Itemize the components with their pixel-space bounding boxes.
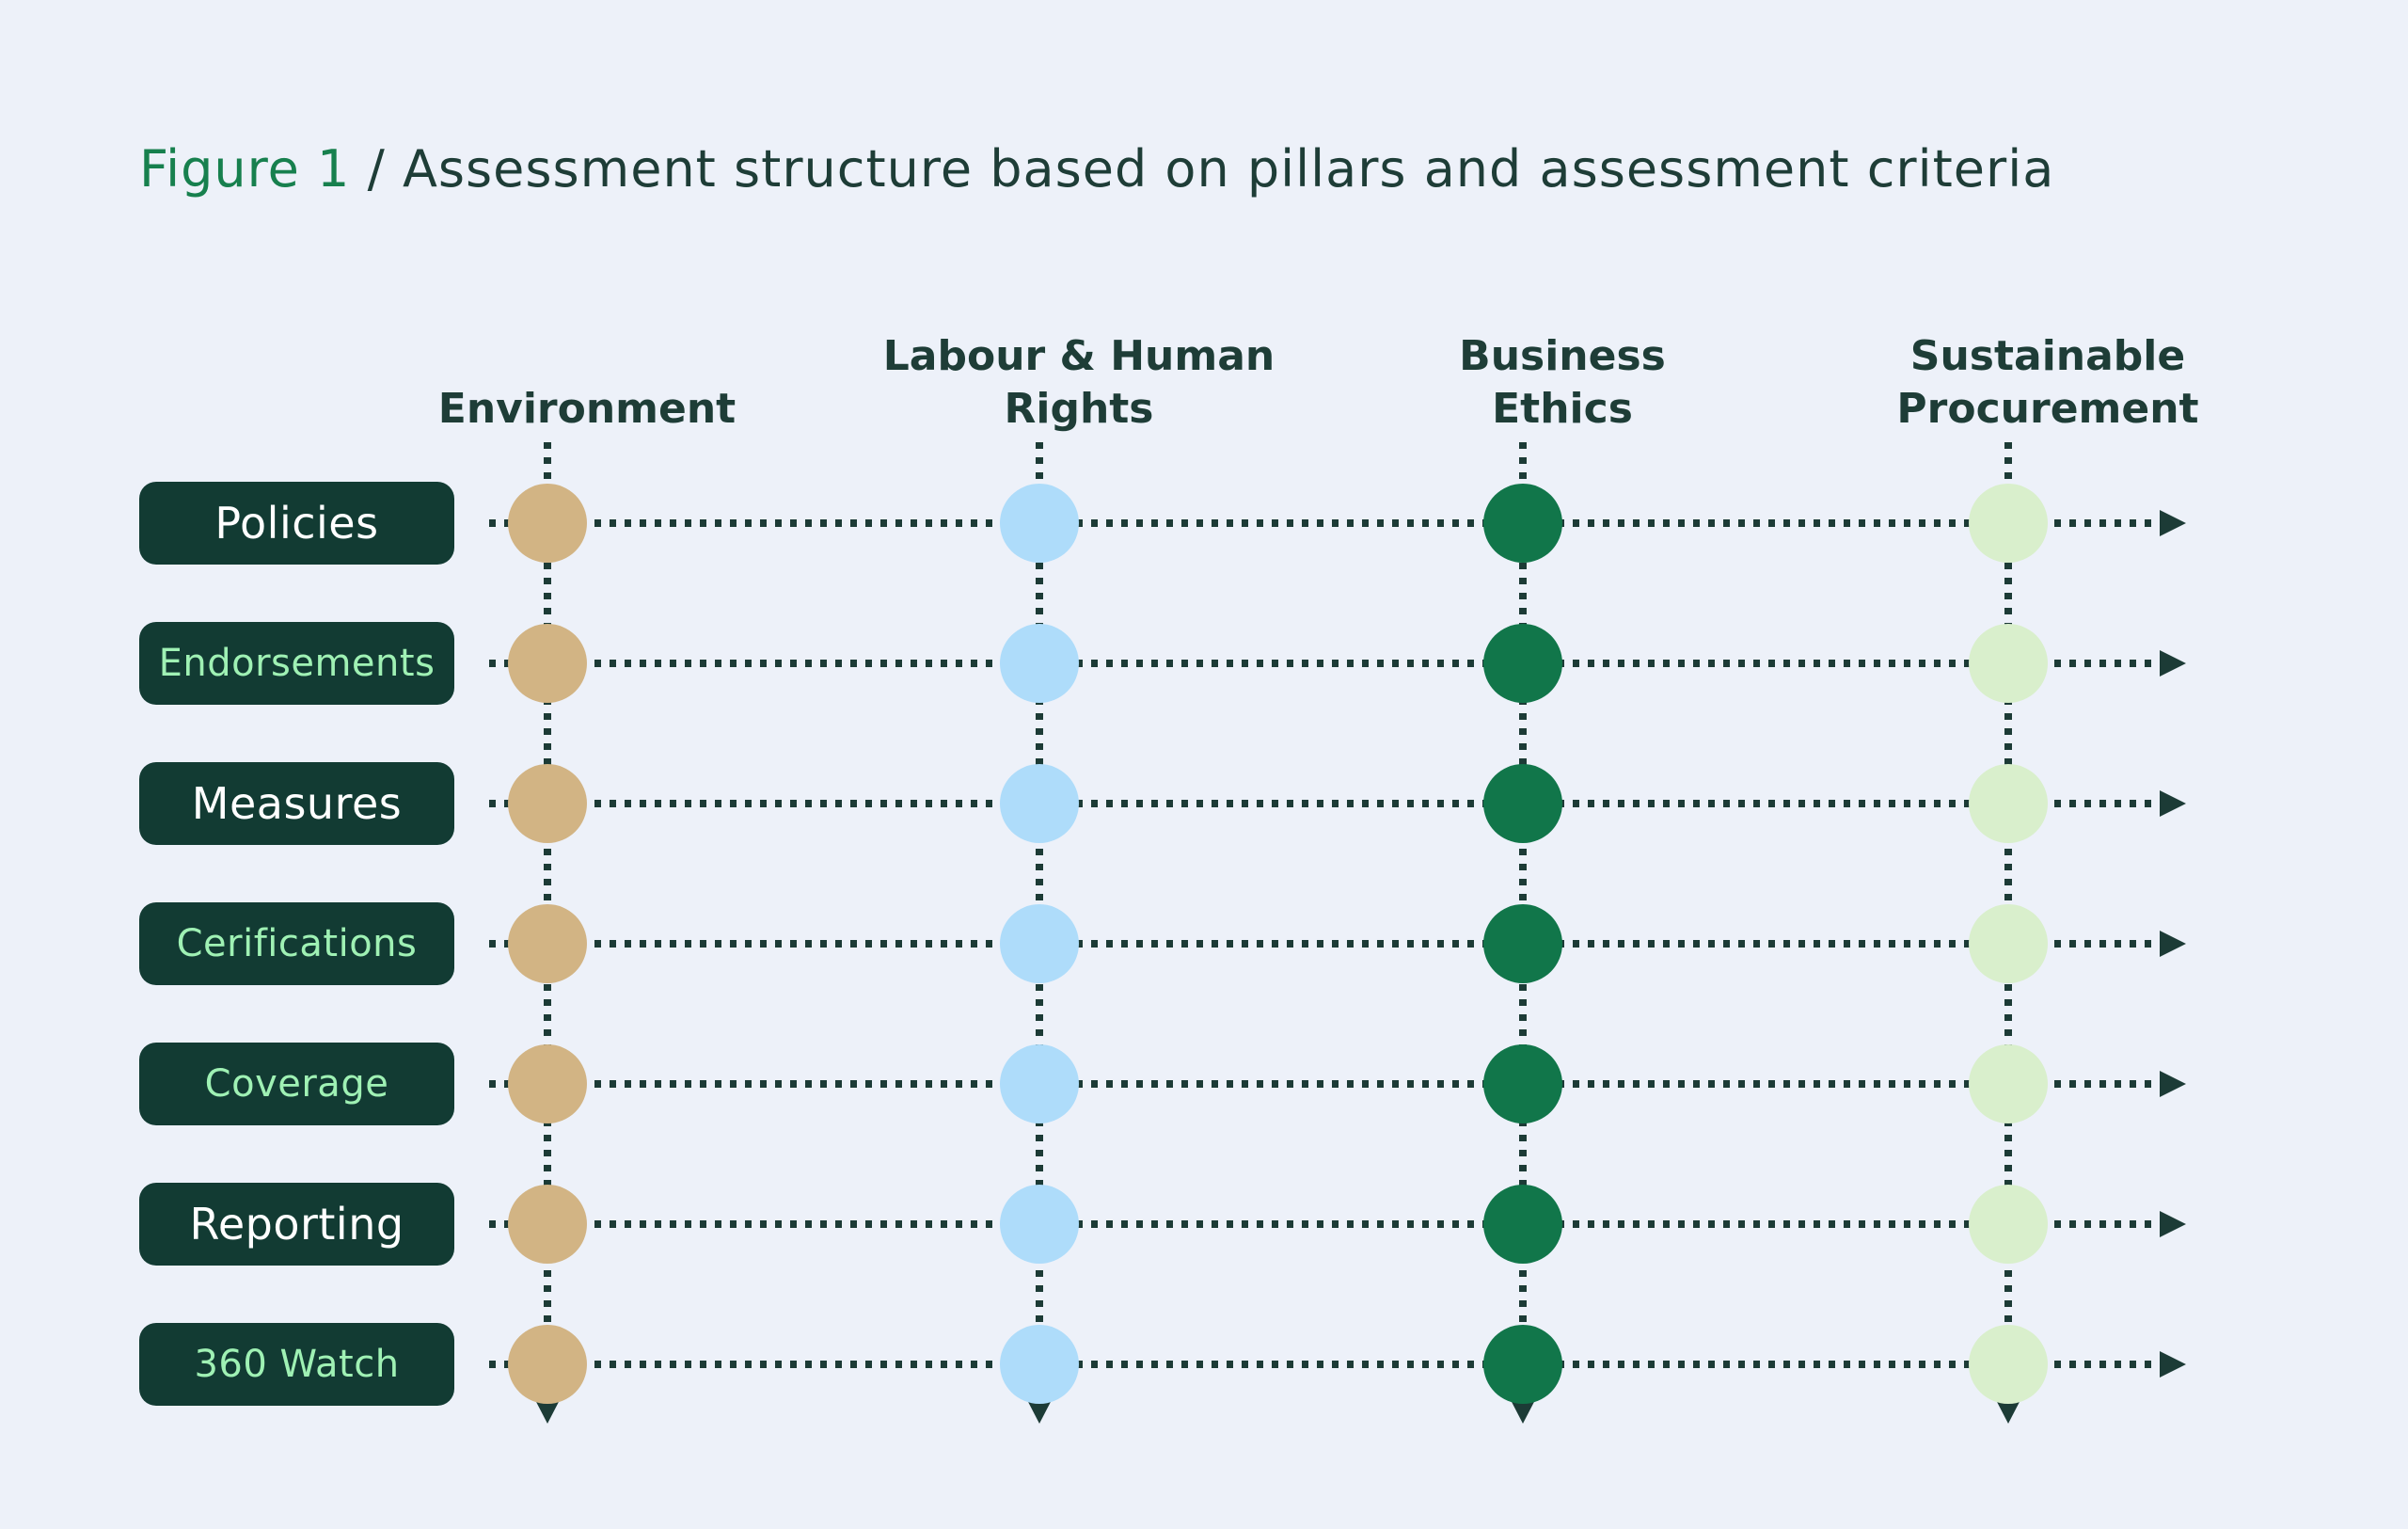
node-business-ethics-360-watch bbox=[1483, 1325, 1562, 1404]
node-sustainable-procurement-endorsements bbox=[1969, 624, 2048, 703]
pillar-header-environment: Environment bbox=[361, 383, 813, 436]
pillar-header-labour-human-rights: Labour & Human Rights bbox=[853, 330, 1305, 436]
arrow-right-icon bbox=[2160, 1071, 2186, 1097]
pillar-header-sustainable-procurement: Sustainable Procurement bbox=[1822, 330, 2273, 436]
node-sustainable-procurement-measures bbox=[1969, 764, 2048, 843]
figure-label: Figure 1 bbox=[139, 139, 351, 199]
node-labour-human-rights-coverage bbox=[1000, 1044, 1079, 1123]
criterion-pill-label: Measures bbox=[191, 778, 403, 829]
criterion-dotted-line-endorsements bbox=[489, 660, 2162, 667]
pillar-header-line: Rights bbox=[1004, 385, 1154, 433]
node-environment-360-watch bbox=[508, 1325, 587, 1404]
criterion-dotted-line-cerifications bbox=[489, 940, 2162, 948]
arrow-right-icon bbox=[2160, 510, 2186, 536]
node-business-ethics-policies bbox=[1483, 484, 1562, 563]
node-business-ethics-reporting bbox=[1483, 1185, 1562, 1264]
criterion-dotted-line-measures bbox=[489, 800, 2162, 807]
arrow-right-icon bbox=[2160, 650, 2186, 677]
node-business-ethics-cerifications bbox=[1483, 904, 1562, 983]
node-sustainable-procurement-cerifications bbox=[1969, 904, 2048, 983]
criterion-pill-label: 360 Watch bbox=[194, 1343, 400, 1386]
arrow-right-icon bbox=[2160, 790, 2186, 817]
node-sustainable-procurement-coverage bbox=[1969, 1044, 2048, 1123]
node-sustainable-procurement-policies bbox=[1969, 484, 2048, 563]
criterion-pill-label: Policies bbox=[214, 498, 379, 549]
criterion-pill-cerifications: Cerifications bbox=[139, 902, 454, 985]
criterion-pill-reporting: Reporting bbox=[139, 1183, 454, 1266]
criterion-pill-policies: Policies bbox=[139, 482, 454, 565]
figure-separator: / bbox=[350, 139, 403, 199]
node-sustainable-procurement-360-watch bbox=[1969, 1325, 2048, 1404]
figure-title-text: Assessment structure based on pillars an… bbox=[402, 139, 2055, 199]
pillar-header-line: Business bbox=[1459, 332, 1666, 380]
criterion-dotted-line-360-watch bbox=[489, 1361, 2162, 1368]
node-business-ethics-endorsements bbox=[1483, 624, 1562, 703]
pillar-header-line: Environment bbox=[437, 385, 737, 433]
node-environment-coverage bbox=[508, 1044, 587, 1123]
node-labour-human-rights-reporting bbox=[1000, 1185, 1079, 1264]
criterion-dotted-line-coverage bbox=[489, 1080, 2162, 1088]
node-labour-human-rights-endorsements bbox=[1000, 624, 1079, 703]
node-environment-measures bbox=[508, 764, 587, 843]
criterion-dotted-line-policies bbox=[489, 519, 2162, 527]
criterion-pill-measures: Measures bbox=[139, 762, 454, 845]
node-sustainable-procurement-reporting bbox=[1969, 1185, 2048, 1264]
pillar-header-line: Procurement bbox=[1896, 385, 2199, 433]
node-labour-human-rights-policies bbox=[1000, 484, 1079, 563]
node-labour-human-rights-measures bbox=[1000, 764, 1079, 843]
pillar-header-line: Labour & Human bbox=[882, 332, 1275, 380]
node-labour-human-rights-360-watch bbox=[1000, 1325, 1079, 1404]
criterion-dotted-line-reporting bbox=[489, 1220, 2162, 1228]
criterion-pill-endorsements: Endorsements bbox=[139, 622, 454, 705]
node-environment-cerifications bbox=[508, 904, 587, 983]
arrow-right-icon bbox=[2160, 931, 2186, 957]
node-business-ethics-coverage bbox=[1483, 1044, 1562, 1123]
criterion-pill-360-watch: 360 Watch bbox=[139, 1323, 454, 1406]
criterion-pill-label: Endorsements bbox=[158, 642, 436, 685]
arrow-right-icon bbox=[2160, 1351, 2186, 1378]
criterion-pill-label: Reporting bbox=[189, 1199, 404, 1250]
node-environment-reporting bbox=[508, 1185, 587, 1264]
pillar-header-business-ethics: Business Ethics bbox=[1337, 330, 1788, 436]
node-business-ethics-measures bbox=[1483, 764, 1562, 843]
criterion-pill-coverage: Coverage bbox=[139, 1043, 454, 1125]
pillar-header-line: Sustainable bbox=[1909, 332, 2186, 380]
criterion-pill-label: Coverage bbox=[204, 1062, 389, 1106]
node-environment-endorsements bbox=[508, 624, 587, 703]
node-labour-human-rights-cerifications bbox=[1000, 904, 1079, 983]
node-environment-policies bbox=[508, 484, 587, 563]
arrow-right-icon bbox=[2160, 1211, 2186, 1237]
criterion-pill-label: Cerifications bbox=[176, 922, 418, 965]
pillar-header-line: Ethics bbox=[1492, 385, 1633, 433]
figure-title: Figure 1 / Assessment structure based on… bbox=[139, 139, 2054, 199]
